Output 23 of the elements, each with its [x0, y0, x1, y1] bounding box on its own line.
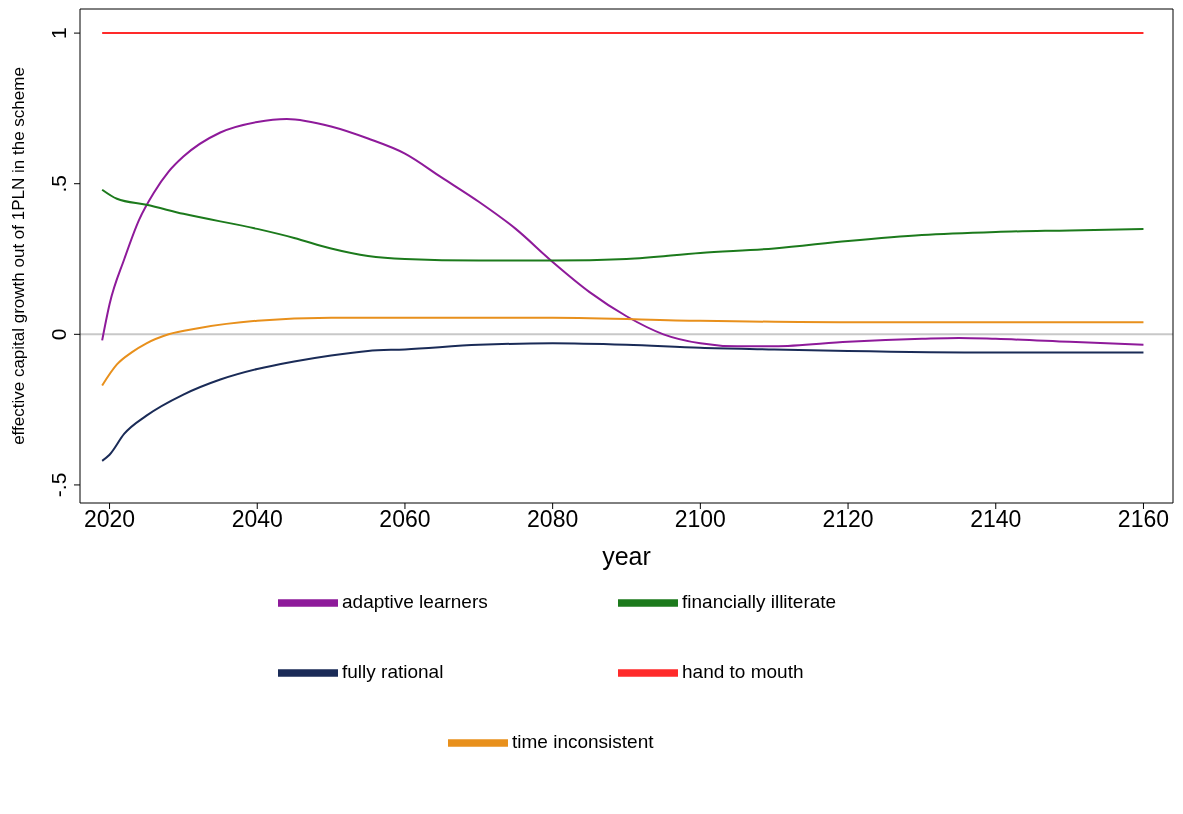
y-tick-label: 1	[47, 27, 70, 39]
x-tick-label: 2040	[231, 506, 283, 533]
legend-label: fully rational	[342, 661, 444, 683]
x-tick-label: 2120	[822, 506, 874, 533]
x-tick-label: 2100	[674, 506, 726, 533]
y-tick-label: -.5	[47, 472, 70, 498]
x-tick-label: 2060	[379, 506, 431, 533]
x-tick-label: 2140	[970, 506, 1022, 533]
x-tick-label: 2080	[527, 506, 579, 533]
y-tick-label: 0	[47, 328, 70, 341]
line-series	[101, 316, 1145, 387]
legend-label: adaptive learners	[342, 591, 488, 613]
x-tick-label: 2160	[1117, 506, 1170, 533]
y-tick-label: .5	[47, 174, 70, 193]
line-series	[101, 188, 1145, 262]
legend-label: financially illiterate	[682, 591, 837, 613]
legend-label: time inconsistent	[512, 731, 654, 753]
y-axis-title: effective capital growth out of 1PLN in the scheme	[9, 67, 29, 445]
line-series	[101, 117, 1145, 348]
x-tick-label: 2020	[83, 506, 136, 533]
line-series	[101, 342, 1145, 462]
legend-label: hand to mouth	[682, 661, 804, 683]
x-axis-title: year	[602, 542, 651, 570]
